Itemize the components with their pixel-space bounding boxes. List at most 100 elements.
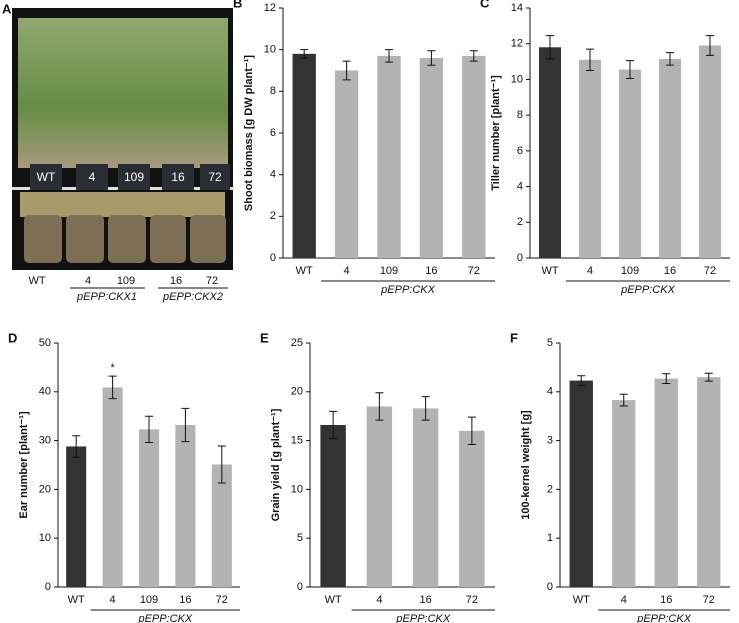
y-axis-label: Ear number [plant⁻¹] [18, 411, 30, 519]
y-tick-label: 25 [291, 337, 303, 349]
y-tick-label: 10 [264, 44, 276, 56]
bar [539, 47, 561, 259]
group-label: pEPP:CKX [636, 613, 691, 623]
panel-label: E [260, 330, 269, 345]
x-label: WT [28, 275, 45, 287]
x-tick-label: 16 [664, 265, 676, 277]
x-tick-label: WT [68, 594, 85, 606]
y-tick-label: 0 [45, 581, 51, 593]
panel-label: D [8, 330, 17, 345]
panel-label: F [510, 330, 518, 345]
y-tick-label: 6 [270, 127, 276, 139]
pot-label: 72 [208, 170, 222, 184]
error-bar [217, 445, 226, 484]
bar [619, 69, 641, 258]
group-label: pEPP:CKX [395, 613, 450, 623]
y-tick-label: 10 [39, 532, 51, 544]
photo-panel: A WT 4 109 16 72 WT 4 109 16 72 pEPP:CKX… [2, 1, 233, 303]
y-tick-label: 8 [517, 109, 523, 121]
x-label: 72 [206, 275, 218, 287]
bar [66, 446, 87, 587]
error-bar [469, 50, 478, 62]
x-tick-label: 4 [376, 594, 382, 606]
x-tick-label: 4 [621, 594, 627, 606]
error-bar [421, 396, 430, 421]
group-label: pEPP:CKX2 [162, 291, 223, 303]
pot-label: 4 [89, 170, 96, 184]
bar [334, 70, 359, 258]
x-tick-label: 109 [140, 594, 158, 606]
error-bar [619, 393, 628, 407]
error-bar [342, 60, 351, 81]
x-tick-label: 16 [420, 594, 432, 606]
bar [377, 55, 401, 258]
bar [320, 424, 346, 587]
bar [412, 408, 439, 587]
bar [175, 424, 196, 587]
y-tick-label: 12 [511, 38, 523, 50]
error-bar [427, 50, 436, 66]
x-tick-label: WT [325, 594, 342, 606]
y-tick-label: 0 [547, 581, 553, 593]
panel-label: A [2, 1, 12, 16]
pot-label: 16 [171, 170, 185, 184]
x-tick-label: 109 [380, 265, 398, 277]
x-tick-label: 4 [587, 265, 593, 277]
error-bar [467, 416, 476, 446]
error-bar [666, 52, 674, 66]
x-tick-label: 72 [466, 594, 478, 606]
y-tick-label: 20 [291, 386, 303, 398]
x-tick-label: 4 [110, 594, 116, 606]
y-tick-label: 10 [291, 483, 303, 495]
error-bar [72, 435, 81, 458]
x-label: 16 [170, 275, 182, 287]
error-bar [145, 415, 153, 444]
y-tick-label: 20 [39, 483, 51, 495]
y-tick-label: 3 [547, 435, 553, 447]
y-tick-label: 4 [547, 386, 553, 398]
significance-mark: * [110, 362, 115, 374]
y-tick-label: 4 [270, 169, 276, 181]
y-axis-label: Shoot biomass [g DW plant⁻¹] [243, 55, 255, 211]
bar [699, 45, 721, 258]
panel-label: B [233, 0, 242, 10]
y-tick-label: 0 [270, 252, 276, 264]
y-tick-label: 2 [547, 483, 553, 495]
x-tick-label: 109 [621, 265, 639, 277]
error-bar [546, 35, 554, 60]
bar [459, 430, 485, 587]
error-bar [300, 49, 309, 59]
y-axis-label: Tiller number [plant⁻¹] [490, 75, 502, 191]
x-tick-label: 72 [703, 594, 715, 606]
bar [292, 53, 316, 259]
bar [579, 59, 601, 259]
bar [569, 380, 593, 587]
y-tick-label: 2 [270, 210, 276, 222]
bar [102, 387, 123, 587]
y-tick-label: 0 [517, 252, 523, 264]
error-bar [662, 373, 671, 385]
bar [612, 400, 636, 587]
x-tick-label: 72 [704, 265, 716, 277]
x-tick-label: 4 [344, 265, 350, 277]
group-label: pEPP:CKX [380, 284, 435, 296]
x-tick-label: 72 [216, 594, 228, 606]
x-tick-label: 72 [468, 265, 480, 277]
y-tick-label: 40 [39, 386, 51, 398]
x-tick-label: 16 [425, 265, 437, 277]
group-label: pEPP:CKX [620, 284, 675, 296]
pot-label: 109 [124, 170, 144, 184]
error-bar [329, 410, 338, 440]
y-axis-label: Grain yield [g plant⁻¹] [270, 408, 282, 521]
y-tick-label: 15 [291, 435, 303, 447]
error-bar [706, 35, 714, 56]
error-bar [704, 372, 713, 382]
y-tick-label: 1 [547, 532, 553, 544]
y-tick-label: 5 [297, 532, 303, 544]
pots [30, 164, 230, 190]
bar [211, 464, 232, 587]
x-tick-label: WT [296, 265, 313, 277]
y-tick-label: 4 [517, 180, 523, 192]
y-tick-label: 8 [270, 85, 276, 97]
y-tick-label: 10 [511, 73, 523, 85]
